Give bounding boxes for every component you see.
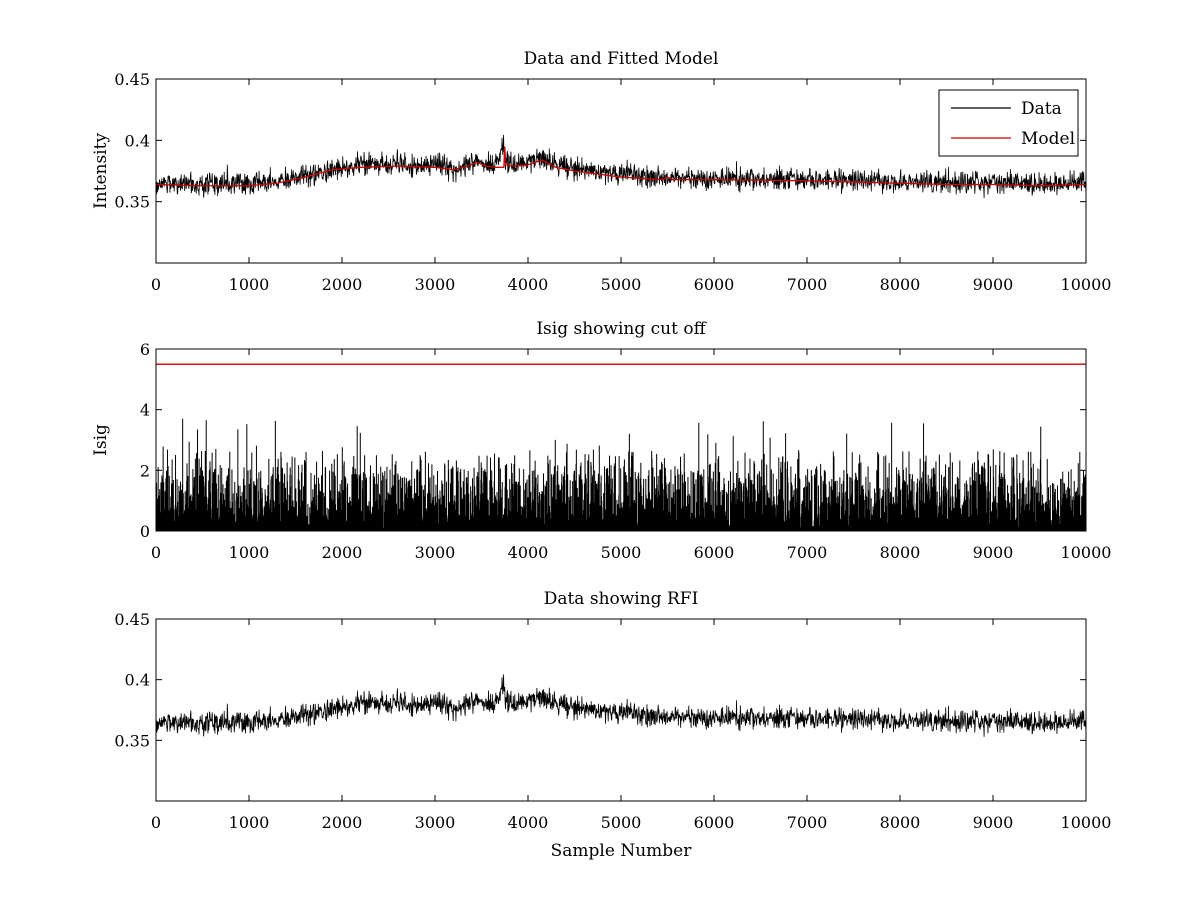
series-layer: [156, 134, 1086, 199]
x-tick-label: 4000: [508, 543, 549, 562]
y-axis-label: Isig: [91, 424, 111, 456]
chart-data-rfi: 0 1000 2000 3000 4000 5000 6000 7000 8000 9000 100…: [114, 589, 1111, 861]
y-tick-label: 2: [140, 461, 150, 480]
x-tick-label: 1000: [229, 543, 270, 562]
x-tick-label: 4000: [508, 813, 549, 832]
y-axis-label: Intensity: [91, 133, 111, 209]
x-tick-label: 3000: [415, 813, 456, 832]
x-tick-label: 0: [151, 543, 161, 562]
x-tick-label: 8000: [880, 543, 921, 562]
x-axis-label: Sample Number: [551, 841, 693, 861]
series-line-data: [156, 134, 1086, 199]
series-line-model: [156, 146, 1086, 187]
chart-title: Data showing RFI: [544, 589, 699, 609]
x-tick-label: 0: [151, 275, 161, 294]
y-tick-label: 0.45: [114, 610, 150, 629]
x-tick-label: 7000: [787, 813, 828, 832]
x-tick-label: 9000: [973, 543, 1014, 562]
x-tick-label: 6000: [694, 543, 735, 562]
x-tick-label: 8000: [880, 813, 921, 832]
legend-label-model: Model: [1021, 129, 1075, 149]
x-tick-label: 1000: [229, 813, 270, 832]
x-tick-label: 9000: [973, 813, 1014, 832]
y-tick-label: 0.45: [114, 70, 150, 89]
x-tick-label: 3000: [415, 275, 456, 294]
x-tick-label: 5000: [601, 543, 642, 562]
x-tick-label: 10000: [1061, 813, 1112, 832]
x-tick-label: 7000: [787, 275, 828, 294]
y-tick-label: 0.4: [125, 671, 150, 690]
y-tick-label: 0.4: [125, 131, 150, 150]
series-line-spiky: [156, 418, 1086, 531]
series-line-noisy: [156, 674, 1086, 737]
x-tick-label: 3000: [415, 543, 456, 562]
x-tick-label: 6000: [694, 813, 735, 832]
legend: Data Model: [938, 89, 1079, 157]
series-layer: [156, 674, 1086, 737]
y-tick-label: 0.35: [114, 731, 150, 750]
x-tick-label: 0: [151, 813, 161, 832]
x-tick-label: 4000: [508, 275, 549, 294]
chart-isig-cutoff: 0 1000 2000 3000 4000 5000 6000 7000 8000 9000 100…: [91, 319, 1111, 562]
plot-area: 0 1000 2000 3000 4000 5000 6000 7000 8000 9000 100…: [114, 70, 1111, 294]
legend-label-data: Data: [1021, 99, 1062, 119]
x-tick-label: 1000: [229, 275, 270, 294]
x-tick-label: 8000: [880, 275, 921, 294]
x-tick-label: 2000: [322, 813, 363, 832]
x-tick-label: 5000: [601, 813, 642, 832]
chart-intensity-model: 0 1000 2000 3000 4000 5000 6000 7000 8000 9000 100…: [91, 49, 1111, 294]
legend-box: [938, 89, 1079, 157]
x-tick-label: 2000: [322, 543, 363, 562]
chart-title: Data and Fitted Model: [524, 49, 719, 69]
series-layer: [156, 363, 1086, 531]
y-tick-label: 0.35: [114, 193, 150, 212]
plot-area: 0 1000 2000 3000 4000 5000 6000 7000 8000 9000 100…: [140, 340, 1112, 562]
x-tick-label: 5000: [601, 275, 642, 294]
chart-title: Isig showing cut off: [536, 319, 707, 339]
x-tick-label: 6000: [694, 275, 735, 294]
x-tick-label: 10000: [1061, 543, 1112, 562]
x-tick-label: 2000: [322, 275, 363, 294]
x-tick-label: 10000: [1061, 275, 1112, 294]
x-tick-label: 7000: [787, 543, 828, 562]
y-tick-label: 0: [140, 522, 150, 541]
x-tick-label: 9000: [973, 275, 1014, 294]
plot-area: 0 1000 2000 3000 4000 5000 6000 7000 8000 9000 100…: [114, 610, 1111, 832]
y-tick-label: 6: [140, 340, 150, 359]
y-tick-label: 4: [140, 401, 150, 420]
